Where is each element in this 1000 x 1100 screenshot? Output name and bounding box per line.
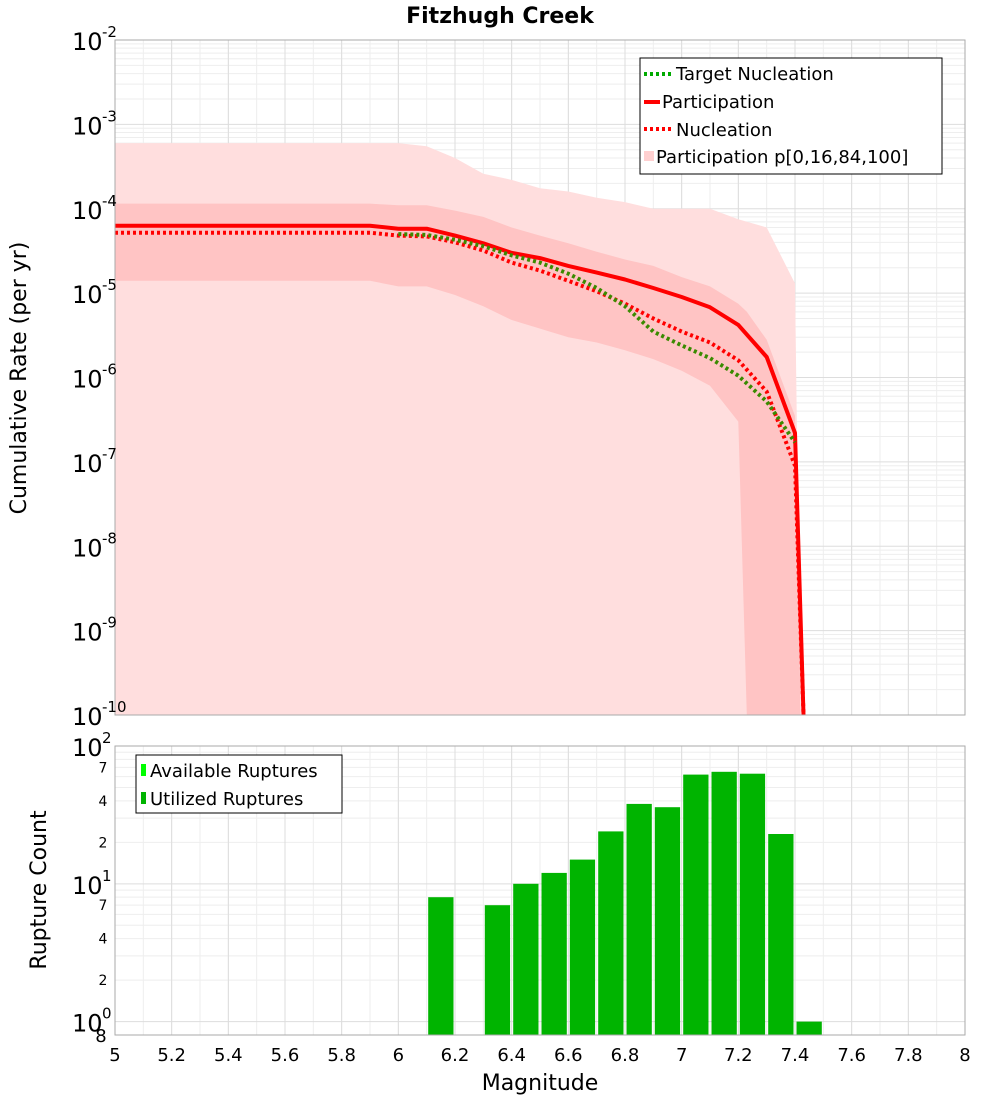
rupture-y-minor-label: 7: [99, 760, 108, 776]
magnitude-x-tick-label: 5.2: [157, 1045, 186, 1066]
chart-title: Fitzhugh Creek: [406, 4, 595, 29]
utilized-rupture-bar: [683, 774, 709, 1035]
legend-available-label: Available Ruptures: [150, 761, 318, 782]
rupture-bars: [428, 771, 822, 1035]
rupture-plot-frame: [114, 745, 966, 1036]
participation-line: [115, 223, 806, 716]
participation-bands: [115, 143, 801, 716]
rupture-y-minor-label: 4: [99, 794, 108, 810]
legend-available-swatch: [141, 764, 146, 776]
participation-band-inner: [115, 203, 801, 715]
legend-participation-label: Participation: [662, 92, 774, 113]
rate-y-tick-exponent: -7: [102, 445, 117, 463]
magnitude-x-ticks: 5 5.2 5.4 5.6 5.8 6 6.2 6.4 6.6 6.8 7 7.2 7.4 7.6 7.8 8: [109, 1045, 970, 1066]
utilized-rupture-bar: [513, 883, 539, 1035]
rupture-legend: Available Ruptures Utilized Ruptures: [135, 754, 343, 814]
rate-y-tick-exponent: -8: [102, 529, 117, 547]
utilized-rupture-bar: [626, 803, 652, 1035]
rate-y-tick-label: 10: [72, 281, 103, 309]
utilized-rupture-bar: [796, 1021, 822, 1035]
rate-y-tick-label: 10: [72, 366, 103, 394]
rupture-y-axis-label: Rupture Count: [27, 810, 52, 970]
rate-y-tick-label: 10: [72, 534, 103, 562]
utilized-rupture-bar: [768, 834, 794, 1035]
rate-y-tick-exponent: -4: [102, 192, 117, 210]
utilized-rupture-bar: [739, 773, 766, 1035]
rupture-y-minor-label: 7: [99, 898, 108, 914]
rupture-y-tick-exponent: 0: [102, 1005, 112, 1023]
legend-band-label: Participation p[0,16,84,100]: [656, 147, 908, 168]
magnitude-x-tick-label: 8: [959, 1045, 970, 1066]
magnitude-x-tick-label: 5.4: [214, 1045, 243, 1066]
rate-y-axis-label: Cumulative Rate (per yr): [7, 242, 32, 515]
rate-y-tick-label: 10: [72, 112, 103, 140]
rupture-y-tick-label: 10: [72, 734, 103, 762]
rate-legend-box: [639, 57, 943, 175]
magnitude-x-tick-label: 6.8: [611, 1045, 640, 1066]
rate-y-tick-label: 10: [72, 28, 103, 56]
rate-y-tick-exponent: -6: [102, 361, 117, 379]
rupture-y-tick-exponent: 1: [102, 867, 112, 885]
rupture-y-minor-label: 4: [99, 932, 108, 948]
target-nucleation-line: [398, 232, 797, 444]
rate-y-tick-label: 10: [72, 619, 103, 647]
rupture-y-tick-label: 10: [72, 1010, 103, 1038]
utilized-rupture-bar: [598, 831, 624, 1035]
rate-y-tick-label: 10: [72, 197, 103, 225]
rate-y-tick-exponent: -9: [102, 614, 117, 632]
magnitude-x-tick-label: 7.6: [837, 1045, 866, 1066]
rate-y-tick-exponent: -2: [102, 23, 117, 41]
utilized-rupture-bar: [541, 872, 567, 1035]
legend-utilized-label: Utilized Ruptures: [150, 789, 303, 810]
legend-utilized-swatch: [141, 792, 146, 804]
rate-y-tick-exponent: -3: [102, 107, 117, 125]
rupture-legend-box: [135, 754, 343, 814]
rate-plot-frame: [114, 39, 966, 716]
magnitude-x-tick-label: 7.8: [894, 1045, 923, 1066]
utilized-rupture-bar: [569, 859, 596, 1035]
magnitude-x-tick-label: 7.4: [781, 1045, 810, 1066]
rate-lines: [115, 223, 806, 716]
utilized-rupture-bar: [484, 905, 511, 1035]
magnitude-x-tick-label: 6.6: [554, 1045, 583, 1066]
utilized-rupture-bar: [654, 807, 681, 1035]
rupture-y-bottom-label: 8: [95, 1026, 106, 1047]
rate-y-tick-label: 10: [72, 703, 103, 731]
legend-band-swatch: [644, 151, 654, 161]
magnitude-x-tick-label: 6.4: [497, 1045, 526, 1066]
utilized-rupture-bar: [711, 771, 737, 1035]
rupture-y-minor-label: 2: [99, 835, 108, 851]
magnitude-x-tick-label: 7: [676, 1045, 687, 1066]
legend-nucleation-label: Nucleation: [676, 120, 772, 141]
rupture-plot-grid: [114, 745, 966, 1035]
magnitude-x-tick-label: 6: [393, 1045, 404, 1066]
magnitude-x-tick-label: 5.8: [327, 1045, 356, 1066]
rupture-y-tick-label: 10: [72, 872, 103, 900]
rate-y-tick-exponent: -10: [102, 698, 127, 716]
magnitude-x-tick-label: 7.2: [724, 1045, 753, 1066]
magnitude-x-tick-label: 6.2: [441, 1045, 470, 1066]
nucleation-line: [115, 230, 806, 716]
magnitude-x-tick-label: 5: [109, 1045, 120, 1066]
legend-target-label: Target Nucleation: [675, 64, 834, 85]
utilized-rupture-bar: [428, 897, 454, 1035]
x-axis-label: Magnitude: [482, 1071, 599, 1096]
rate-y-tick-label: 10: [72, 450, 103, 478]
rate-y-tick-exponent: -5: [102, 276, 117, 294]
rupture-y-tick-exponent: 2: [102, 729, 112, 747]
rupture-y-minor-label: 2: [99, 973, 108, 989]
rate-legend: Target Nucleation Participation Nucleati…: [639, 57, 943, 175]
magnitude-x-tick-label: 5.6: [271, 1045, 300, 1066]
